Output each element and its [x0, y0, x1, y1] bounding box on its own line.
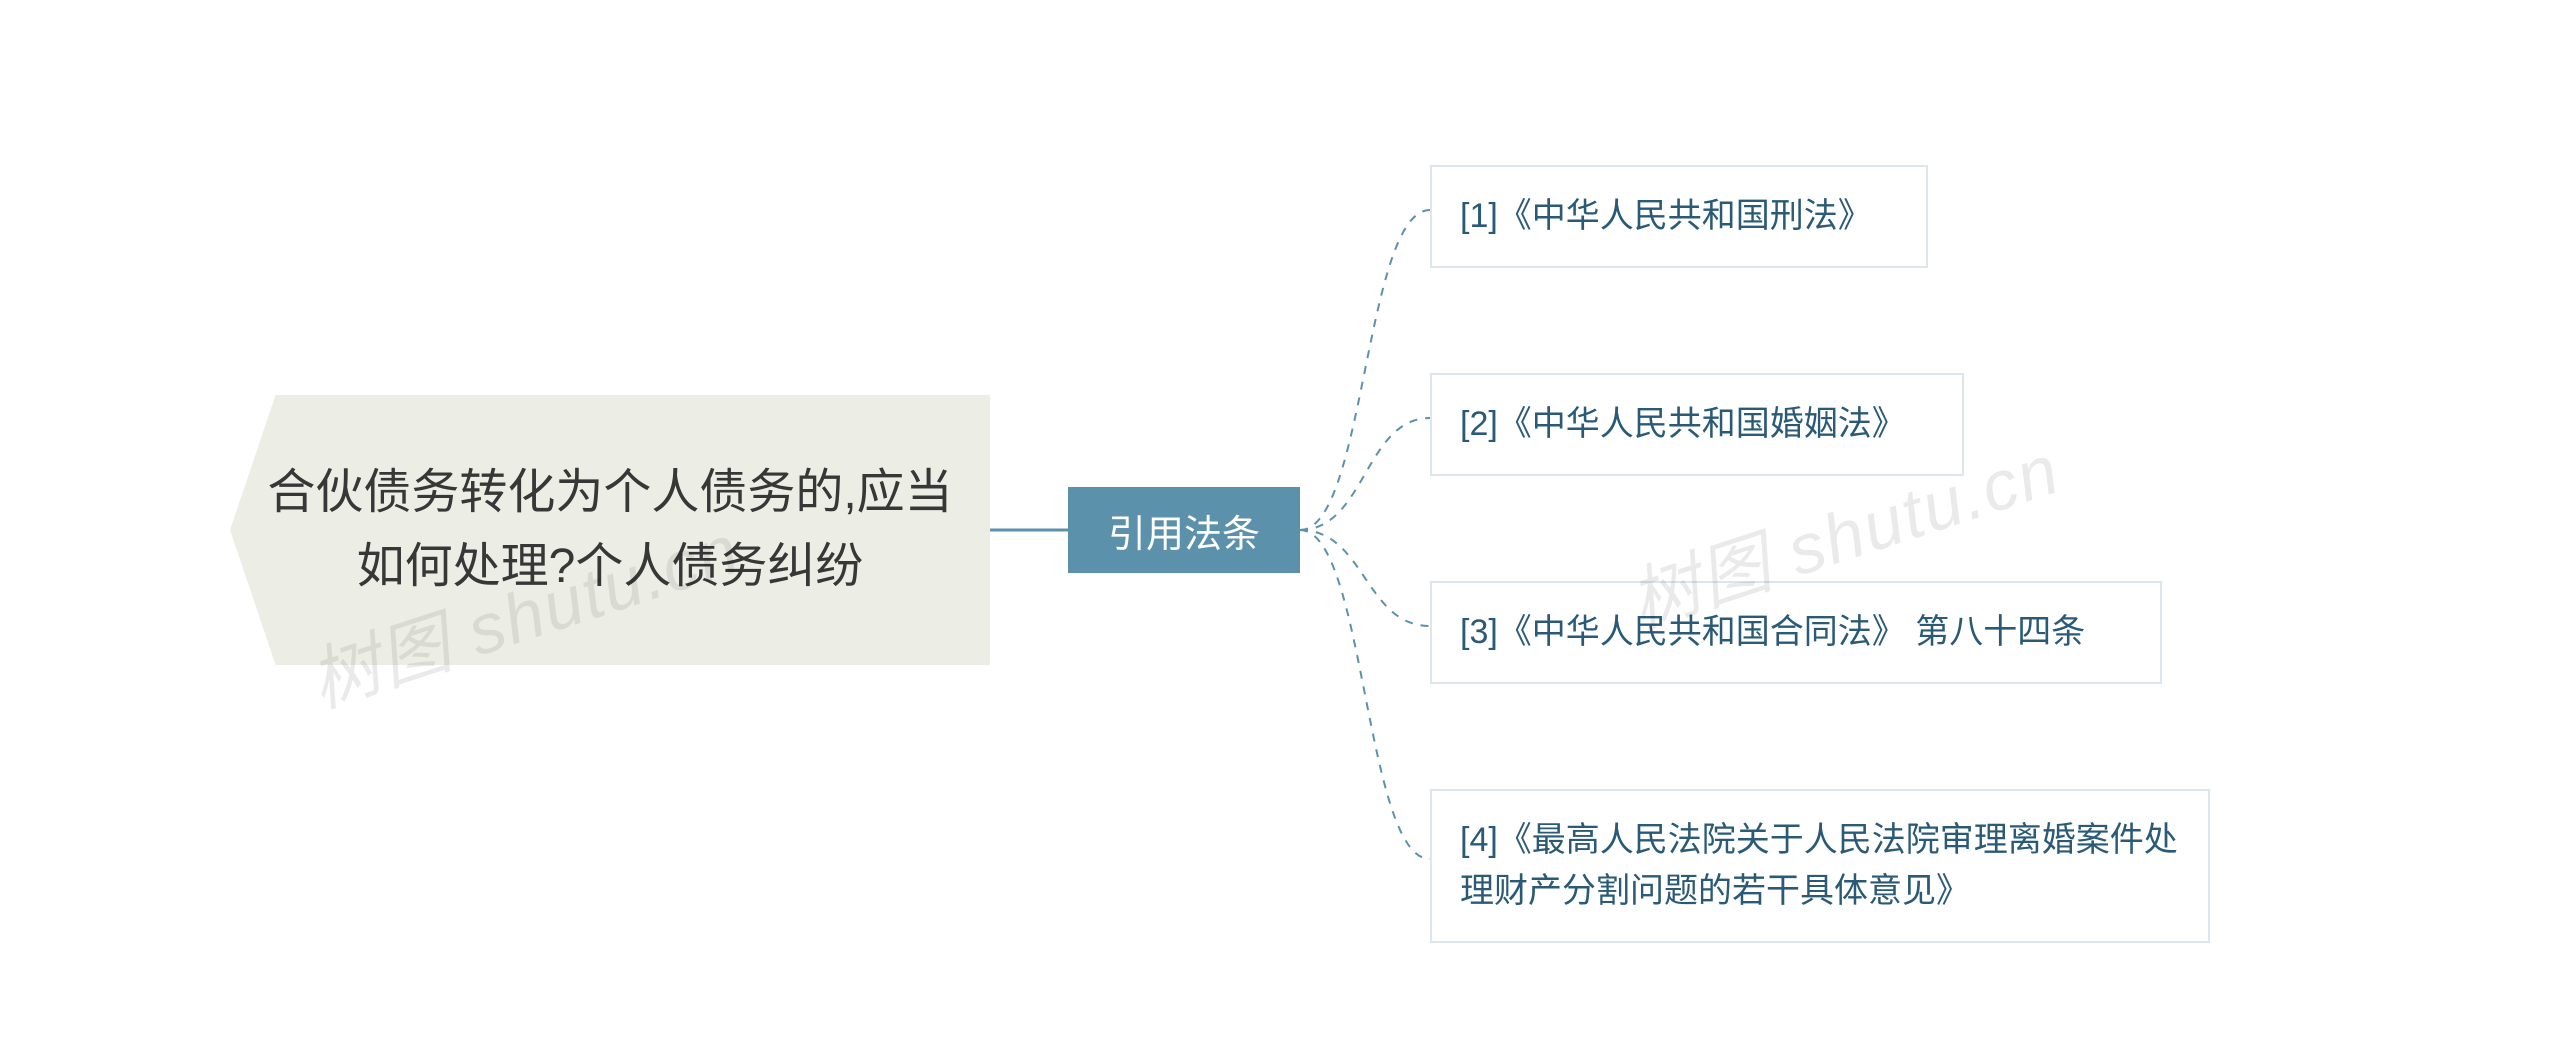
leaf-node-text: [1]《中华人民共和国刑法》 [1460, 191, 1872, 242]
leaf-node-text: [4]《最高人民法院关于人民法院审理离婚案件处理财产分割问题的若干具体意见》 [1460, 815, 2180, 917]
leaf-node-text: [3]《中华人民共和国合同法》 第八十四条 [1460, 607, 2085, 658]
branch-node[interactable]: 引用法条 [1068, 487, 1300, 573]
branch-node-text: 引用法条 [1108, 503, 1260, 558]
leaf-node-text: [2]《中华人民共和国婚姻法》 [1460, 399, 1906, 450]
root-node[interactable]: 合伙债务转化为个人债务的,应当如何处理?个人债务纠纷 [230, 395, 990, 665]
leaf-node[interactable]: [3]《中华人民共和国合同法》 第八十四条 [1430, 581, 2162, 684]
leaf-node[interactable]: [4]《最高人民法院关于人民法院审理离婚案件处理财产分割问题的若干具体意见》 [1430, 789, 2210, 943]
mindmap-canvas: 合伙债务转化为个人债务的,应当如何处理?个人债务纠纷 引用法条 [1]《中华人民… [0, 0, 2560, 1060]
root-node-text: 合伙债务转化为个人债务的,应当如何处理?个人债务纠纷 [266, 456, 954, 605]
leaf-node[interactable]: [2]《中华人民共和国婚姻法》 [1430, 373, 1964, 476]
leaf-node[interactable]: [1]《中华人民共和国刑法》 [1430, 165, 1928, 268]
